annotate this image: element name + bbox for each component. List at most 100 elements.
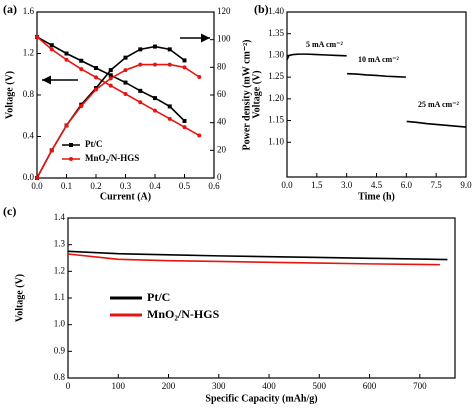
x-tick-label: 200 [162, 381, 176, 391]
marker [182, 65, 187, 70]
x-axis-label: Time (h) [358, 191, 395, 202]
marker [64, 57, 69, 62]
marker [138, 47, 143, 52]
marker [123, 68, 128, 73]
marker [35, 34, 39, 39]
x-tick-label: 7.5 [431, 180, 443, 190]
panel-label: (a) [3, 2, 17, 16]
data-line [67, 250, 448, 261]
legend-marker [69, 143, 73, 147]
marker [49, 148, 54, 153]
marker [79, 104, 84, 109]
x-tick-label: 0.5 [179, 181, 191, 191]
legend-marker [69, 157, 73, 161]
y2-tick-label: 60 [217, 89, 227, 99]
x-tick-label: 1.5 [311, 180, 323, 190]
marker [197, 75, 202, 80]
y-tick-label: 1.20 [268, 93, 284, 103]
y2-tick-label: 20 [217, 144, 227, 154]
marker [123, 80, 128, 85]
data-line [36, 63, 200, 179]
x-tick-label: 0.3 [120, 181, 132, 191]
x-tick-label: 9.0 [460, 180, 472, 190]
marker [182, 118, 187, 123]
x-axis-label: Current (A) [100, 191, 151, 202]
marker [138, 88, 143, 93]
y2-tick-label: 120 [217, 6, 231, 16]
marker [153, 108, 157, 113]
y-tick-label: 1.6 [23, 6, 35, 16]
y-tick-label: 1.4 [54, 212, 66, 222]
y-tick-label: 0.8 [23, 89, 35, 99]
marker [153, 96, 157, 101]
marker [138, 62, 143, 67]
legend-label: MnO₂/N-HGS [85, 153, 139, 163]
marker [167, 62, 172, 67]
y-axis-label: Voltage (V) [4, 71, 15, 119]
y-tick-label: 1.2 [54, 265, 65, 275]
y-tick-label: 1.35 [268, 28, 284, 38]
marker [153, 62, 157, 67]
y-tick-label: 1.15 [268, 115, 284, 125]
y-tick-label: 1.30 [268, 49, 284, 59]
marker [197, 133, 202, 138]
marker [108, 73, 113, 78]
marker [79, 58, 84, 63]
y2-tick-label: 40 [217, 117, 227, 127]
legend-label: Pt/C [85, 139, 103, 149]
y2-tick-label: 80 [217, 61, 227, 71]
marker [123, 55, 128, 60]
annotation: 10 mA cm⁻² [358, 55, 399, 64]
data-line [286, 53, 467, 128]
panel-label: (b) [254, 2, 269, 16]
legend-label: MnO₂/N-HGS [147, 307, 220, 321]
data-line [36, 36, 200, 137]
y-tick-label: 1.1 [54, 292, 65, 302]
y-axis-label: Voltage (V) [251, 70, 262, 118]
marker [153, 44, 157, 49]
marker [123, 91, 128, 96]
marker [138, 100, 143, 105]
y-tick-label: 1.3 [54, 239, 66, 249]
x-tick-label: 700 [413, 381, 427, 391]
marker [64, 51, 69, 56]
x-tick-label: 4.5 [371, 180, 383, 190]
annotation: 25 mA cm⁻² [418, 100, 459, 109]
x-tick-label: 0.4 [149, 181, 161, 191]
y-tick-label: 1.10 [268, 136, 284, 146]
y-tick-label: 1.25 [268, 71, 284, 81]
x-tick-label: 500 [313, 381, 327, 391]
y-tick-label: 0.4 [23, 131, 35, 141]
annotation: 5 mA cm⁻² [306, 40, 343, 49]
y-tick-label: 0.0 [23, 172, 35, 182]
marker [108, 76, 113, 81]
x-tick-label: 600 [363, 381, 377, 391]
x-tick-label: 400 [262, 381, 276, 391]
y2-tick-label: 0 [217, 172, 222, 182]
x-tick-label: 0 [66, 381, 71, 391]
x-axis-label: Specific Capacity (mAh/g) [205, 393, 317, 404]
x-tick-label: 100 [112, 381, 126, 391]
legend-label: Pt/C [147, 290, 170, 304]
y-tick-label: 1.2 [23, 48, 34, 58]
y-tick-label: 1.0 [54, 319, 66, 329]
marker [94, 75, 98, 80]
y-axis-label: Voltage (V) [14, 274, 25, 322]
x-tick-label: 0.0 [281, 180, 293, 190]
marker [182, 125, 187, 130]
panel-label: (c) [3, 204, 16, 218]
x-tick-label: 0.2 [90, 181, 101, 191]
marker [49, 47, 54, 52]
marker [108, 68, 113, 73]
marker [49, 43, 54, 48]
x-tick-label: 0.1 [61, 181, 72, 191]
marker [167, 116, 172, 121]
x-tick-label: 6.0 [401, 180, 413, 190]
marker [79, 67, 84, 72]
marker [167, 47, 172, 52]
marker [64, 123, 69, 128]
y-tick-label: 0.8 [54, 372, 66, 382]
data-line [67, 253, 440, 266]
y2-tick-label: 100 [217, 34, 231, 44]
